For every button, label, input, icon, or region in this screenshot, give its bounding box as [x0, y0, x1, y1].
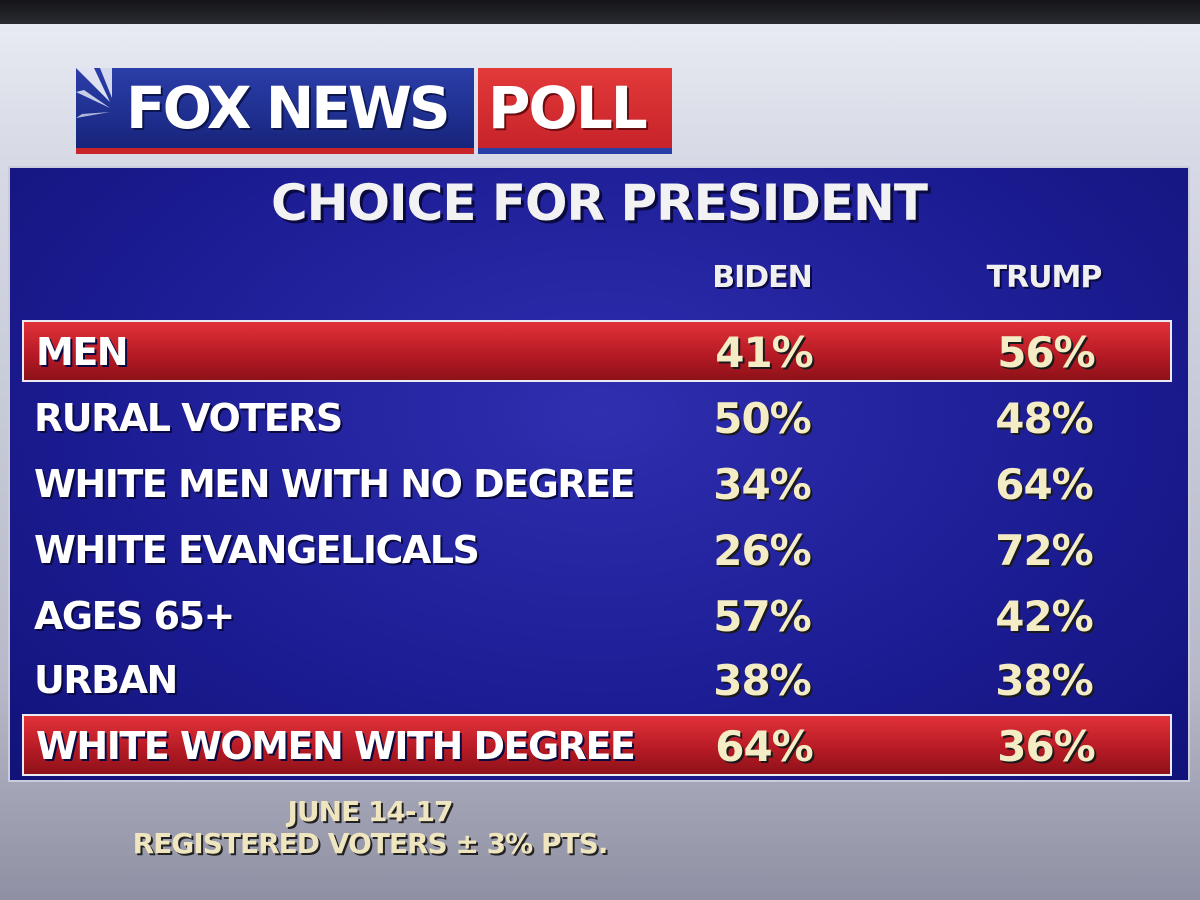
trump-value: 48% [995, 394, 1094, 443]
row-label: URBAN [34, 658, 178, 702]
biden-value: 64% [715, 722, 814, 771]
searchlight-icon [76, 68, 112, 118]
fox-news-wordmark: FOX NEWS [126, 74, 451, 142]
poll-footnote: JUNE 14-17 REGISTERED VOTERS ± 3% PTS. [70, 796, 670, 860]
biden-value: 34% [713, 460, 812, 509]
column-header-trump: TRUMP [986, 260, 1103, 295]
poll-wordmark: POLL [488, 74, 648, 142]
poll-row-urban: URBAN 38% 38% [22, 650, 1172, 712]
poll-row-men: MEN 41% 56% [22, 320, 1172, 382]
row-label: MEN [36, 330, 129, 374]
trump-value: 36% [997, 722, 1096, 771]
poll-row-ages-65-plus: AGES 65+ 57% 42% [22, 586, 1172, 648]
poll-row-rural-voters: RURAL VOTERS 50% 48% [22, 388, 1172, 450]
column-header-biden: BIDEN [712, 260, 813, 295]
poll-row-white-evangelicals: WHITE EVANGELICALS 26% 72% [22, 520, 1172, 582]
trump-value: 42% [995, 592, 1094, 641]
row-label: WHITE MEN WITH NO DEGREE [34, 462, 635, 506]
trump-value: 64% [995, 460, 1094, 509]
poll-results-panel: CHOICE FOR PRESIDENT BIDEN TRUMP MEN 41%… [8, 166, 1190, 782]
poll-dates: JUNE 14-17 [287, 795, 453, 828]
fox-news-logo-block: FOX NEWS [76, 68, 474, 154]
trump-value: 56% [997, 328, 1096, 377]
biden-value: 38% [713, 656, 812, 705]
row-label: AGES 65+ [34, 594, 235, 638]
panel-title: CHOICE FOR PRESIDENT [270, 174, 928, 232]
tv-bezel-top [0, 0, 1200, 24]
poll-sample-note: REGISTERED VOTERS ± 3% PTS. [132, 827, 609, 860]
biden-value: 50% [713, 394, 812, 443]
row-label: RURAL VOTERS [34, 396, 343, 440]
biden-value: 57% [713, 592, 812, 641]
biden-value: 26% [713, 526, 812, 575]
row-label: WHITE WOMEN WITH DEGREE [36, 724, 636, 768]
poll-logo-block: POLL [478, 68, 672, 154]
trump-value: 72% [995, 526, 1094, 575]
poll-row-white-men-no-degree: WHITE MEN WITH NO DEGREE 34% 64% [22, 454, 1172, 516]
row-label: WHITE EVANGELICALS [34, 528, 480, 572]
tv-screen: FOX NEWS POLL CHOICE FOR PRESIDENT BIDEN… [0, 24, 1200, 900]
poll-row-white-women-degree: WHITE WOMEN WITH DEGREE 64% 36% [22, 714, 1172, 776]
biden-value: 41% [715, 328, 814, 377]
trump-value: 38% [995, 656, 1094, 705]
